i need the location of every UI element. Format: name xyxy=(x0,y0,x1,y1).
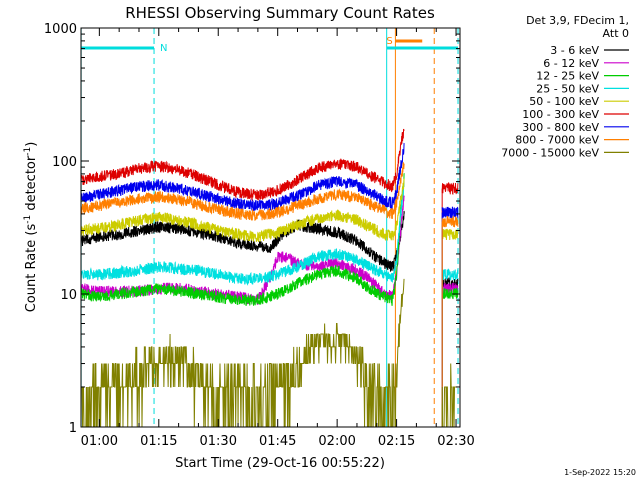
legend-label: 800 - 7000 keV xyxy=(515,134,599,147)
legend-label: 3 - 6 keV xyxy=(550,44,599,57)
plot-frame xyxy=(80,27,461,428)
y-axis-label-end: ) xyxy=(24,142,39,147)
y-axis-label-sup2: -1 xyxy=(23,147,33,156)
y-tick-label: 1000 xyxy=(44,22,77,37)
series-line-7000-15000-keV xyxy=(81,278,405,427)
x-axis-label: Start Time (29-Oct-16 00:55:22) xyxy=(175,456,385,471)
legend-label: 6 - 12 keV xyxy=(543,57,599,70)
legend-label: 25 - 50 keV xyxy=(536,82,599,95)
legend-header-line2: Att 0 xyxy=(603,27,629,40)
x-tick-label: 02:30 xyxy=(437,434,474,449)
series-line-segment2-7000-15000-keV xyxy=(441,363,458,427)
y-tick-label: 1 xyxy=(69,421,77,436)
series-line-segment2-50-100-keV xyxy=(441,228,459,241)
x-tick-label: 02:15 xyxy=(378,434,415,449)
night-label: N xyxy=(160,43,167,54)
series-line-100-300-keV xyxy=(81,128,405,202)
x-tick-label: 01:15 xyxy=(140,434,177,449)
y-axis-label-main: Count Rate (s xyxy=(24,224,39,313)
series-line-3-6-keV xyxy=(81,210,405,272)
chart-title: RHESSI Observing Summary Count Rates xyxy=(125,4,435,22)
series-line-50-100-keV xyxy=(81,178,405,243)
series-line-segment2-800-7000-keV xyxy=(441,215,459,228)
legend-label: 100 - 300 keV xyxy=(522,108,599,121)
y-axis-label-mid: detector xyxy=(24,155,39,215)
series-line-25-50-keV xyxy=(81,183,405,286)
legend-label: 7000 - 15000 keV xyxy=(501,146,599,159)
x-axis: 01:00 01:15 01:30 01:45 02:00 02:15 02:30 xyxy=(81,28,475,449)
footer-date: 1-Sep-2022 15:20 xyxy=(564,468,636,477)
x-tick-label: 01:30 xyxy=(200,434,237,449)
series-line-300-800-keV xyxy=(81,142,405,212)
y-axis-label-sup1: -1 xyxy=(23,215,33,224)
series-line-800-7000-keV xyxy=(81,161,405,221)
y-axis: 1 10 100 1000 xyxy=(44,22,460,436)
legend-header-line1: Det 3,9, FDecim 1, xyxy=(526,14,629,27)
series-line-segment2-100-300-keV xyxy=(441,182,459,195)
series-line-segment2-12-25-keV xyxy=(441,287,459,300)
y-tick-label: 10 xyxy=(60,288,77,303)
plot-clip-group xyxy=(81,28,459,427)
legend-label: 50 - 100 keV xyxy=(529,95,599,108)
x-tick-label: 01:45 xyxy=(259,434,296,449)
series-line-segment2-25-50-keV xyxy=(441,268,459,281)
saa-label: S xyxy=(386,36,392,47)
legend-label: 300 - 800 keV xyxy=(522,121,599,134)
y-tick-label: 100 xyxy=(52,155,77,170)
legend-label: 12 - 25 keV xyxy=(536,70,599,83)
x-tick-label: 01:00 xyxy=(81,434,118,449)
plot-area: NS xyxy=(80,27,461,428)
x-tick-label: 02:00 xyxy=(318,434,355,449)
series-line-segment2-300-800-keV xyxy=(441,206,459,219)
series-line-12-25-keV xyxy=(81,173,405,306)
y-axis-label: Count Rate (s-1 detector-1) xyxy=(23,142,39,313)
